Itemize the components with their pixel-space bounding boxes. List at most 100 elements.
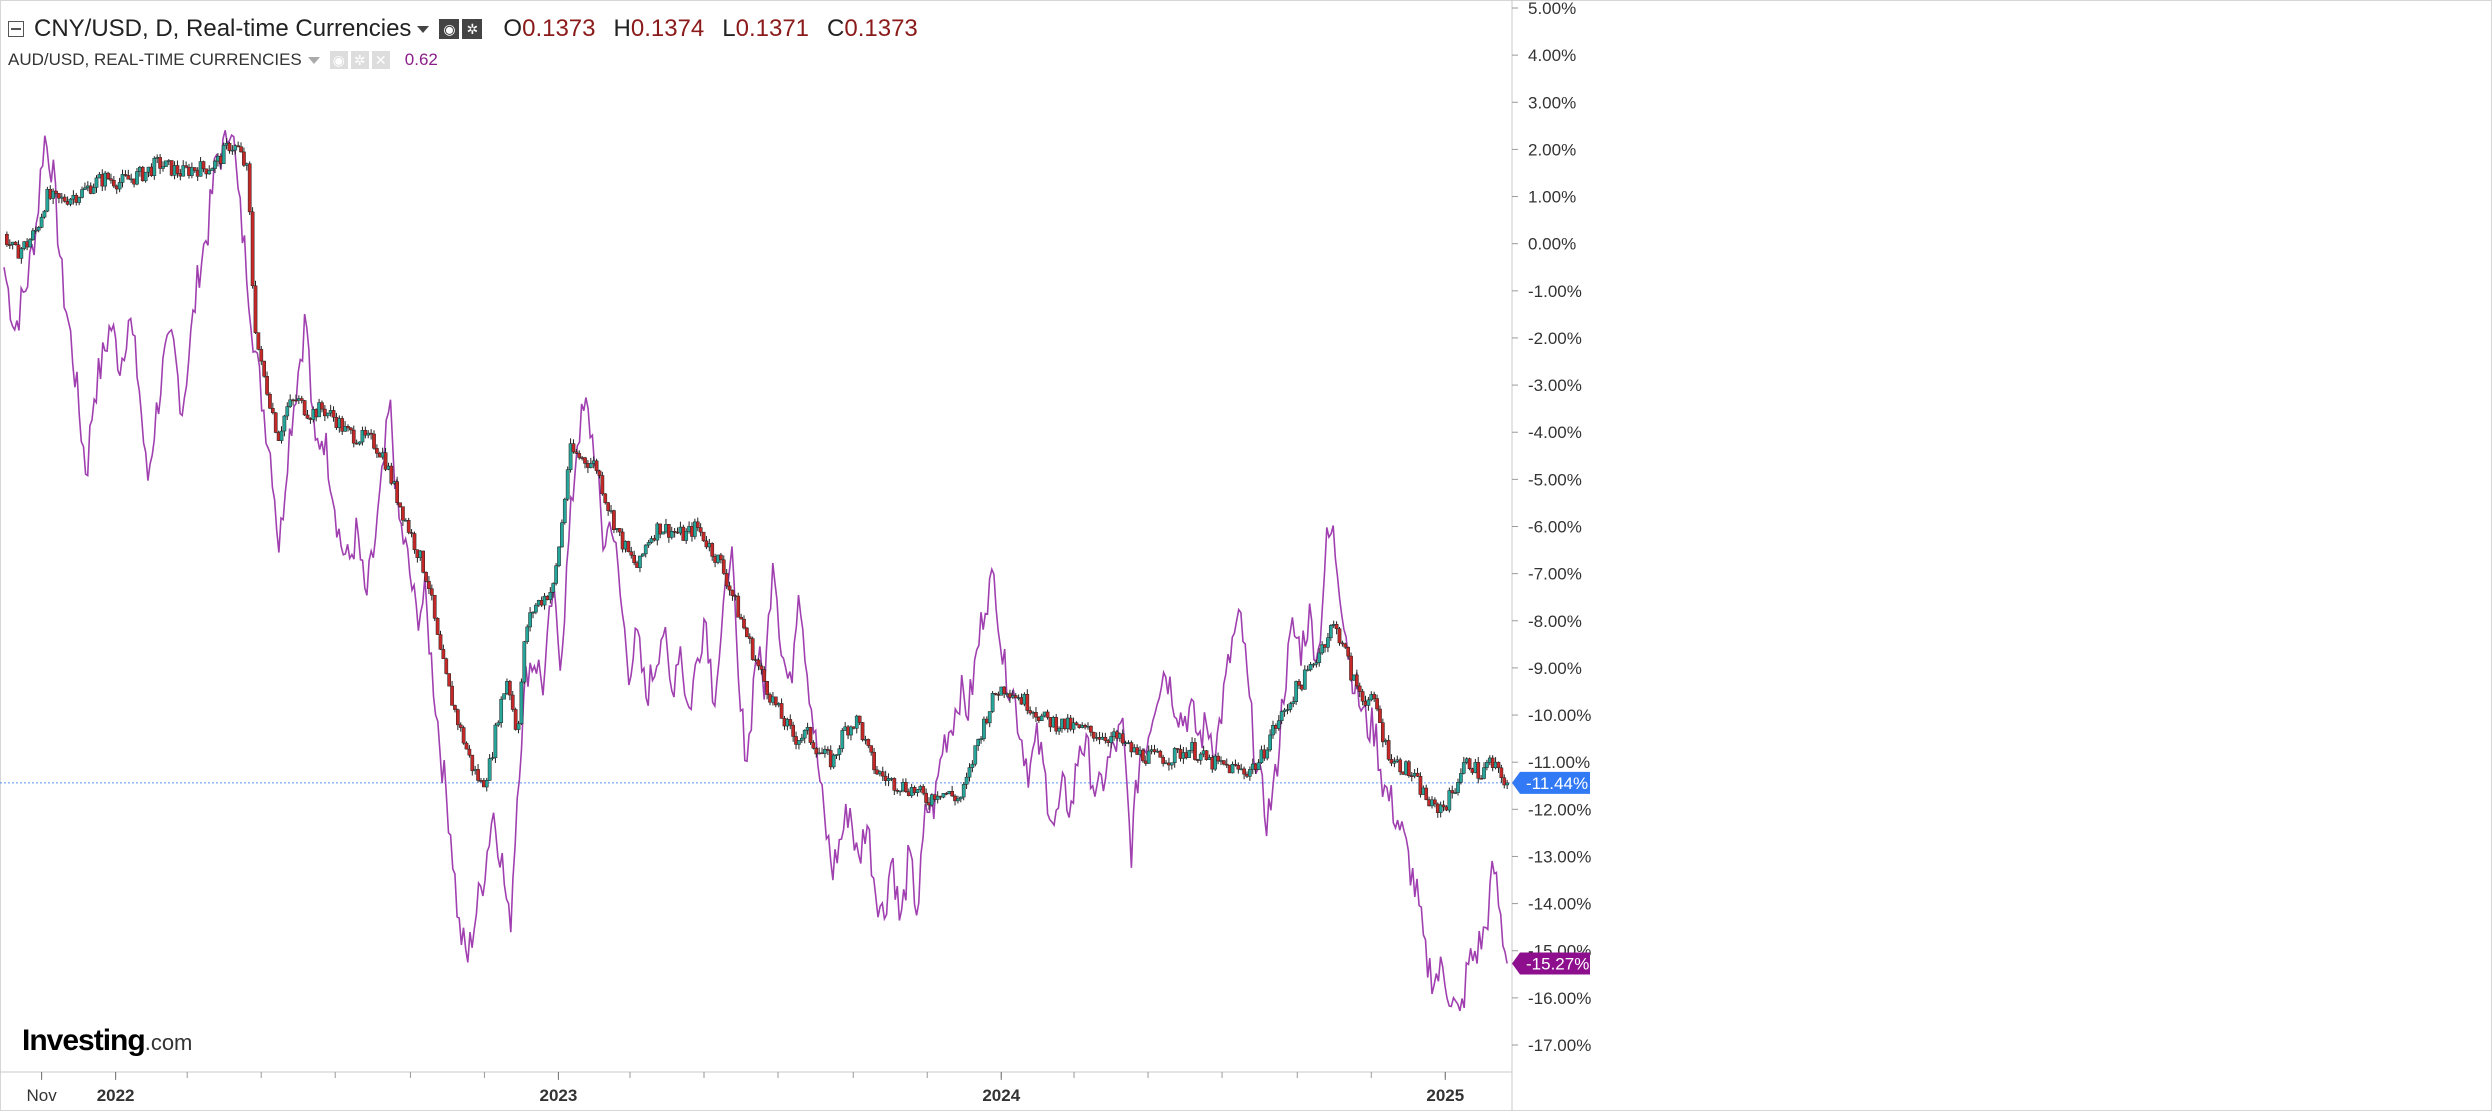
candle-body <box>372 433 376 449</box>
compare-remove-icon[interactable]: ✕ <box>371 51 390 69</box>
candle-body <box>259 349 264 362</box>
cny-usd-candle <box>242 147 246 167</box>
cny-usd-candle <box>880 766 885 781</box>
candle-body <box>982 718 986 740</box>
cny-usd-candle <box>583 456 587 469</box>
candle-body <box>1346 646 1351 657</box>
cny-usd-candle <box>1360 688 1365 706</box>
candle-body <box>343 426 347 432</box>
cny-usd-candle <box>412 531 417 554</box>
cny-usd-candle <box>802 729 807 744</box>
cny-usd-candle <box>1074 721 1079 726</box>
cny-usd-candle <box>490 752 495 761</box>
main-symbol-label[interactable]: CNY/USD, D, Real-time Currencies <box>34 15 412 42</box>
cny-usd-candle <box>39 213 44 229</box>
candle-body <box>617 528 622 533</box>
visibility-icon[interactable]: ◉ <box>439 19 460 39</box>
candle-body <box>788 719 793 726</box>
candle-body <box>406 519 411 533</box>
cny-usd-candle <box>560 519 564 548</box>
symbol-dropdown-icon[interactable] <box>417 25 430 33</box>
cny-usd-candle <box>227 141 232 154</box>
candle-body <box>857 715 862 723</box>
candle-body <box>427 581 431 589</box>
logo-domain: .com <box>144 1030 193 1055</box>
candle-body <box>450 685 454 706</box>
cny-usd-candle <box>1482 762 1486 780</box>
candle-body <box>458 724 463 728</box>
cny-usd-candle <box>152 156 157 180</box>
cny-usd-candle <box>406 517 411 535</box>
candle-body <box>103 172 108 187</box>
candle-body <box>1375 698 1379 710</box>
cny-usd-candle <box>1279 710 1284 725</box>
candle-body <box>721 559 726 574</box>
compare-dropdown-icon[interactable] <box>307 56 320 64</box>
candle-body <box>1308 664 1313 671</box>
candle-body <box>247 163 252 213</box>
cny-usd-candle <box>534 602 538 615</box>
cny-usd-candle <box>924 788 928 807</box>
cny-usd-candle <box>51 188 55 204</box>
cny-usd-candle <box>747 633 752 644</box>
candle-body <box>1230 764 1235 774</box>
candle-body <box>825 748 830 751</box>
cny-usd-candle <box>120 169 125 188</box>
candle-body <box>285 406 290 417</box>
candle-body <box>747 636 752 639</box>
cny-usd-candle <box>594 458 599 474</box>
candle-body <box>1438 804 1443 813</box>
candle-body <box>126 175 131 180</box>
cny-usd-candle <box>513 707 518 731</box>
cny-usd-candle <box>175 160 180 178</box>
candle-body <box>990 693 995 712</box>
cny-usd-candle <box>967 763 972 782</box>
candle-body <box>1222 760 1226 765</box>
candle-body <box>242 151 246 166</box>
cny-usd-candle <box>632 550 637 566</box>
candle-body <box>736 595 741 618</box>
cny-usd-candle <box>898 790 902 796</box>
cny-usd-candle <box>372 430 376 450</box>
cny-usd-candle <box>383 447 388 472</box>
candle-body <box>1028 710 1033 714</box>
candle-body <box>239 146 243 153</box>
cny-usd-candle <box>976 738 981 751</box>
candle-body <box>542 595 547 606</box>
cny-usd-candle <box>617 528 622 537</box>
candle-body <box>745 627 749 638</box>
candle-body <box>135 171 139 185</box>
cny-usd-candle <box>831 753 836 769</box>
cny-usd-candle <box>1418 772 1423 798</box>
cny-usd-candle <box>834 754 839 760</box>
candle-body <box>36 227 41 231</box>
cny-usd-candle <box>1424 784 1429 801</box>
candle-body <box>640 553 645 557</box>
candle-body <box>441 649 446 659</box>
cny-usd-candle <box>262 360 267 378</box>
high-value: 0.1374 <box>630 15 705 42</box>
settings-icon[interactable]: ✲ <box>462 19 483 39</box>
cny-usd-candle <box>1415 767 1420 777</box>
cny-usd-candle <box>1236 762 1241 774</box>
cny-usd-candle <box>94 175 99 193</box>
collapse-legend-icon[interactable] <box>8 21 24 37</box>
cny-usd-candle <box>1305 665 1310 672</box>
cny-usd-candle <box>28 237 32 248</box>
cny-usd-candle <box>201 160 206 173</box>
cny-usd-candle <box>285 402 290 421</box>
candle-body <box>444 658 449 674</box>
cny-usd-candle <box>953 794 957 806</box>
cny-usd-candle <box>956 795 960 804</box>
candle-body <box>152 158 157 176</box>
compare-visibility-icon[interactable]: ◉ <box>329 51 348 69</box>
cny-usd-candle <box>493 722 498 763</box>
compare-symbol-label[interactable]: AUD/USD, REAL-TIME CURRENCIES <box>8 50 302 69</box>
cny-usd-candle <box>860 721 865 742</box>
candle-body <box>7 244 12 246</box>
cny-usd-candle <box>1366 696 1371 711</box>
compare-settings-icon[interactable]: ✲ <box>350 51 369 69</box>
cny-usd-candle <box>13 241 18 246</box>
